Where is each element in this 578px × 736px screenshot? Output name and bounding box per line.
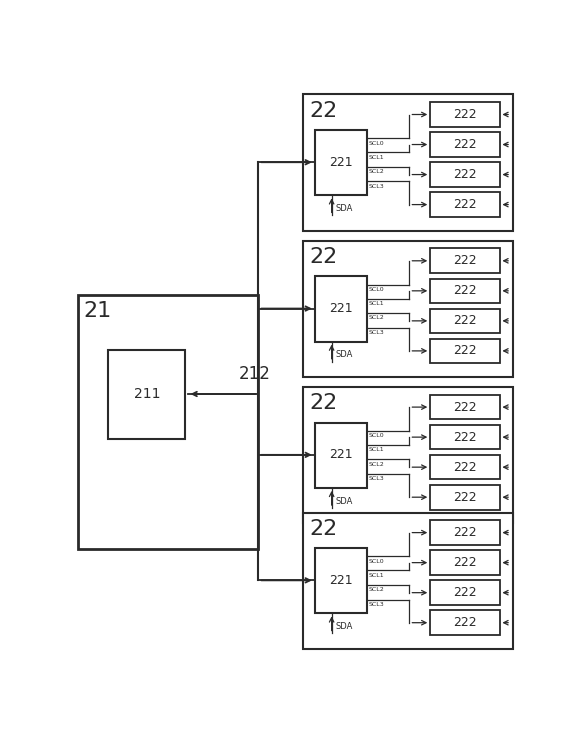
Text: 222: 222	[453, 556, 477, 569]
Text: SCL2: SCL2	[369, 587, 384, 592]
Text: 211: 211	[134, 387, 160, 401]
Bar	[430, 551, 499, 575]
Text: SCL1: SCL1	[369, 155, 384, 160]
Text: 221: 221	[329, 574, 353, 587]
Text: 222: 222	[453, 168, 477, 181]
Text: 22: 22	[309, 393, 338, 413]
Bar	[430, 581, 499, 605]
Bar	[430, 455, 499, 479]
Text: 222: 222	[453, 255, 477, 267]
Bar	[430, 102, 499, 127]
Bar	[108, 350, 186, 439]
Text: SDA: SDA	[335, 204, 353, 213]
Text: SDA: SDA	[335, 350, 353, 359]
Text: 222: 222	[453, 314, 477, 328]
Text: 22: 22	[309, 101, 338, 121]
Text: 222: 222	[453, 586, 477, 599]
Text: 222: 222	[453, 400, 477, 414]
Bar	[314, 130, 367, 195]
Text: 222: 222	[453, 526, 477, 539]
Text: SCL0: SCL0	[369, 434, 384, 438]
Text: 22: 22	[309, 247, 338, 267]
Text: 222: 222	[453, 108, 477, 121]
Bar	[314, 548, 367, 614]
Bar	[430, 425, 499, 450]
Text: 222: 222	[453, 198, 477, 211]
Bar	[303, 241, 513, 377]
Text: SCL0: SCL0	[369, 287, 384, 292]
Bar	[77, 294, 258, 549]
Text: 221: 221	[329, 156, 353, 169]
Text: 222: 222	[453, 461, 477, 474]
Text: 222: 222	[453, 344, 477, 358]
Bar	[430, 278, 499, 303]
Bar	[430, 394, 499, 420]
Bar	[430, 162, 499, 187]
Text: SCL2: SCL2	[369, 461, 384, 467]
Bar	[303, 512, 513, 649]
Text: SCL1: SCL1	[369, 301, 384, 306]
Text: SCL2: SCL2	[369, 169, 384, 174]
Text: SCL2: SCL2	[369, 316, 384, 320]
Text: 222: 222	[453, 616, 477, 629]
Text: 22: 22	[309, 519, 338, 539]
Text: SCL1: SCL1	[369, 447, 384, 452]
Text: SDA: SDA	[335, 622, 353, 631]
Bar	[430, 485, 499, 509]
Bar	[314, 422, 367, 488]
Bar	[303, 387, 513, 523]
Bar	[430, 308, 499, 333]
Text: 222: 222	[453, 284, 477, 297]
Text: SCL0: SCL0	[369, 141, 384, 146]
Bar	[430, 249, 499, 273]
Text: 221: 221	[329, 302, 353, 315]
Text: SCL3: SCL3	[369, 184, 384, 189]
Bar	[303, 94, 513, 231]
Text: 222: 222	[453, 491, 477, 503]
Text: SCL3: SCL3	[369, 602, 384, 607]
Text: 222: 222	[453, 431, 477, 444]
Bar	[430, 339, 499, 363]
Text: 222: 222	[453, 138, 477, 151]
Text: SCL0: SCL0	[369, 559, 384, 564]
Bar	[430, 520, 499, 545]
Text: SDA: SDA	[335, 497, 353, 506]
Text: 21: 21	[84, 301, 112, 321]
Bar	[430, 192, 499, 217]
Text: SCL3: SCL3	[369, 476, 384, 481]
Text: 212: 212	[239, 365, 271, 383]
Bar	[430, 132, 499, 157]
Bar	[430, 610, 499, 635]
Bar	[314, 276, 367, 342]
Text: SCL3: SCL3	[369, 330, 384, 335]
Text: SCL1: SCL1	[369, 573, 384, 578]
Text: 221: 221	[329, 448, 353, 461]
